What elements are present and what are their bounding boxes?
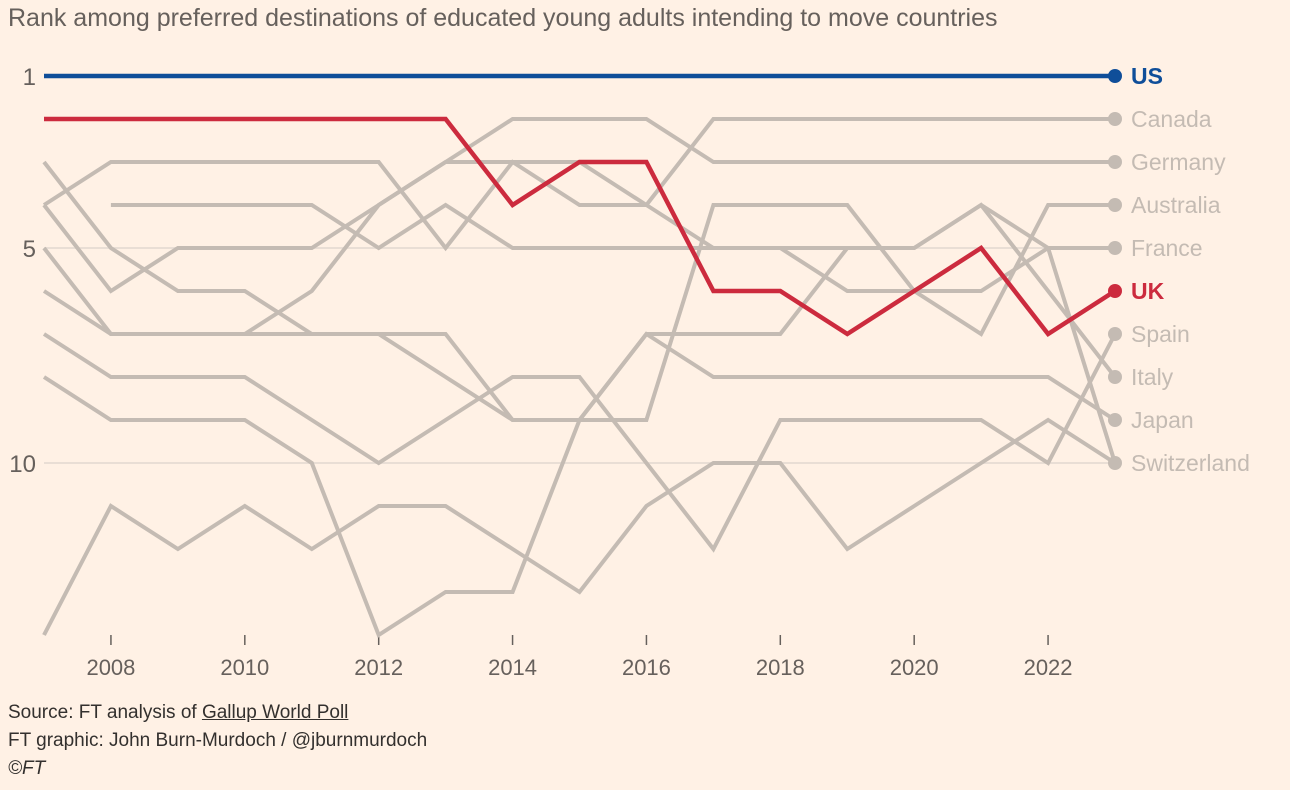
end-dot-us xyxy=(1108,69,1122,83)
source-prefix: Source: FT analysis of xyxy=(8,702,202,723)
end-label-spain: Spain xyxy=(1131,321,1190,347)
end-label-canada: Canada xyxy=(1131,106,1212,132)
series-lines xyxy=(42,73,1117,639)
series-line-unlabelled-country xyxy=(42,417,1117,636)
end-label-switzerland: Switzerland xyxy=(1131,450,1250,476)
end-dot-australia xyxy=(1108,198,1122,212)
x-tick-label: 2018 xyxy=(756,655,805,680)
y-tick-label: 1 xyxy=(23,64,36,91)
source-link[interactable]: Gallup World Poll xyxy=(201,702,349,723)
series-line-spain xyxy=(42,332,1117,553)
end-label-us: US xyxy=(1131,63,1163,89)
x-tick-label: 2008 xyxy=(86,655,135,680)
end-label-uk: UK xyxy=(1131,278,1165,304)
end-dot-spain xyxy=(1108,327,1122,341)
series-line-japan xyxy=(42,289,1117,422)
end-dot-switzerland xyxy=(1108,456,1122,470)
end-dot-italy xyxy=(1108,370,1122,384)
copyright: ©FT xyxy=(8,758,46,779)
end-label-japan: Japan xyxy=(1131,407,1194,433)
series-line-uk xyxy=(44,116,1117,338)
series-line-germany xyxy=(42,117,1115,294)
series-line-switzerland xyxy=(42,202,1117,639)
chart-title: Rank among preferred destinations of edu… xyxy=(8,4,998,32)
end-label-australia: Australia xyxy=(1131,192,1221,218)
end-labels: US Canada Germany Australia France UK Spain Ita… xyxy=(1108,63,1250,476)
graphic-credit: FT graphic: John Burn-Murdoch / @jburnmu… xyxy=(8,730,428,751)
series-line-france xyxy=(110,202,1115,293)
end-dot-canada xyxy=(1108,112,1122,126)
end-dot-japan xyxy=(1108,413,1122,427)
end-label-italy: Italy xyxy=(1131,364,1174,390)
x-tick-label: 2022 xyxy=(1024,655,1073,680)
end-dot-germany xyxy=(1108,155,1122,169)
end-dot-uk xyxy=(1108,284,1122,298)
end-label-germany: Germany xyxy=(1131,149,1226,175)
series-line-italy xyxy=(42,160,1117,379)
end-label-france: France xyxy=(1131,235,1203,261)
end-dot-france xyxy=(1108,241,1122,255)
y-tick-label: 5 xyxy=(23,236,36,263)
gridlines xyxy=(44,247,1115,464)
x-tick-label: 2012 xyxy=(354,655,403,680)
x-axis-ticks: 2008 2010 2012 2014 2016 2018 2020 2022 xyxy=(86,635,1073,680)
x-tick-label: 2010 xyxy=(220,655,269,680)
x-tick-label: 2020 xyxy=(890,655,939,680)
x-tick-label: 2016 xyxy=(622,655,671,680)
y-tick-label: 10 xyxy=(9,451,36,478)
source-note: Source: FT analysis of Gallup World Poll xyxy=(8,702,348,724)
x-tick-label: 2014 xyxy=(488,655,537,680)
series-line-canada xyxy=(42,117,1115,252)
